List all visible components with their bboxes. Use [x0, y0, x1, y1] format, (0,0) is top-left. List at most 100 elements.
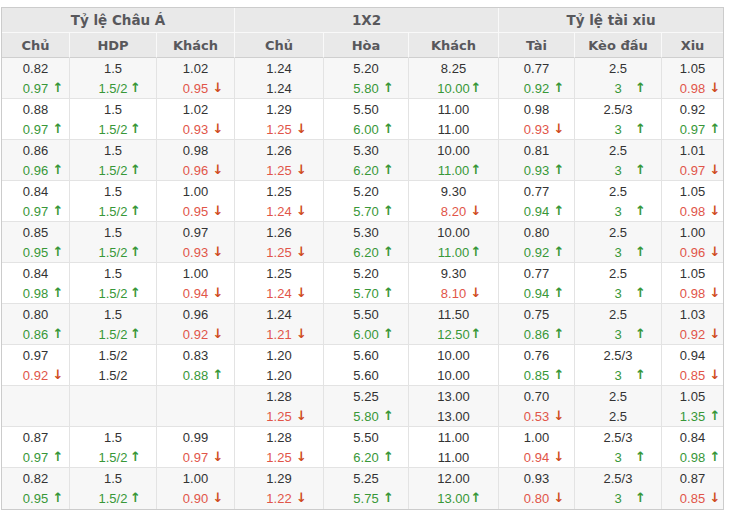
trend-up-icon: ↑	[53, 163, 64, 176]
trend-up-icon: ↑	[383, 245, 394, 258]
trend-up-icon: ↑	[554, 368, 565, 381]
opening-odds-value: 2.5	[575, 225, 661, 240]
odds-cell: 1.000.94↓	[157, 263, 235, 303]
column-header-home-1x2: Chủ	[235, 33, 324, 58]
opening-odds-value: 1.05	[662, 184, 723, 199]
live-odds-value: 5.70	[324, 204, 408, 219]
odds-cell: 1.201.20	[235, 345, 324, 385]
odds-cell: 1.51.5/2↑	[70, 468, 157, 509]
odds-cell: 0.840.97↑	[2, 181, 70, 221]
opening-odds-value: 5.25	[324, 389, 408, 404]
odds-cell: 0.750.86↑	[499, 304, 575, 344]
column-header-draw-1x2: Hòa	[324, 33, 409, 58]
opening-odds-value: 5.50	[324, 102, 408, 117]
trend-down-icon: ↓	[213, 122, 224, 135]
odds-cell: 0.930.80↓	[499, 468, 575, 509]
odds-cell: 0.840.98↑	[662, 427, 723, 467]
trend-up-icon: ↑	[53, 327, 64, 340]
odds-cell: 2.53↑	[575, 222, 662, 262]
odds-cell: 0.980.96↓	[157, 140, 235, 180]
live-odds-value: 1.5/2	[70, 81, 156, 96]
odds-cell: 1.51.5/2↑	[70, 222, 157, 262]
opening-odds-value: 0.94	[662, 348, 723, 363]
trend-down-icon: ↓	[296, 204, 307, 217]
odds-cell: 9.308.10↓	[409, 263, 499, 303]
trend-down-icon: ↓	[213, 450, 224, 463]
live-odds-value: 6.00	[324, 327, 408, 342]
opening-odds-value: 2.5/3	[575, 102, 661, 117]
column-header-goal-line: Kèo đầu	[575, 33, 662, 58]
odds-cell: 5.205.70↑	[324, 181, 409, 221]
odds-cell: 5.506.00↑	[324, 304, 409, 344]
trend-up-icon: ↑	[554, 163, 565, 176]
odds-cell: 0.770.94↑	[499, 181, 575, 221]
trend-up-icon: ↑	[130, 245, 141, 258]
opening-odds-value: 1.00	[662, 225, 723, 240]
opening-odds-value: 1.02	[157, 61, 234, 76]
odds-cell: 1.051.35↑	[662, 386, 723, 426]
opening-odds-value: 10.00	[409, 225, 498, 240]
odds-cell: 0.940.85↓	[662, 345, 723, 385]
opening-odds-value: 10.00	[409, 348, 498, 363]
live-odds-value: 8.20	[409, 204, 498, 219]
trend-up-icon: ↑	[635, 245, 646, 258]
odds-cell: 1.51.5/2↑	[70, 304, 157, 344]
trend-down-icon: ↓	[710, 368, 721, 381]
odds-row: 0.970.92↓1.5/21.5/20.830.88↑1.201.205.60…	[2, 345, 723, 386]
opening-odds-value: 0.77	[499, 61, 574, 76]
live-odds-value: 5.75	[324, 491, 408, 506]
odds-cell: 0.970.93↓	[157, 222, 235, 262]
odds-cell: 1.000.90↓	[157, 468, 235, 509]
odds-cell: 0.870.85↓	[662, 468, 723, 509]
trend-up-icon: ↑	[383, 450, 394, 463]
opening-odds-value: 0.75	[499, 307, 574, 322]
odds-cell: 10.0011.00↑	[409, 140, 499, 180]
opening-odds-value: 2.5	[575, 143, 661, 158]
odds-row: 0.860.96↑1.51.5/2↑0.980.96↓1.261.25↓5.30…	[2, 140, 723, 181]
odds-cell: 1.51.5/2↑	[70, 427, 157, 467]
odds-cell: 0.980.93↓	[499, 99, 575, 139]
opening-odds-value: 2.5	[575, 266, 661, 281]
odds-cell: 0.810.93↑	[499, 140, 575, 180]
odds-cell: 1.050.98↓	[662, 263, 723, 303]
odds-rows: 0.820.97↑1.51.5/2↑1.020.95↓1.241.245.205…	[2, 58, 723, 509]
opening-odds-value: 0.88	[2, 102, 69, 117]
trend-up-icon: ↑	[130, 327, 141, 340]
opening-odds-value: 1.05	[662, 266, 723, 281]
live-odds-value: 1.5/2	[70, 122, 156, 137]
odds-cell: 1.000.96↓	[662, 222, 723, 262]
live-odds-value: 13.00	[409, 491, 498, 506]
opening-odds-value: 1.01	[662, 143, 723, 158]
opening-odds-value: 0.87	[2, 430, 69, 445]
trend-up-icon: ↑	[53, 491, 64, 504]
trend-up-icon: ↑	[635, 327, 646, 340]
opening-odds-value: 0.70	[499, 389, 574, 404]
odds-cell: 2.5/33↑	[575, 468, 662, 509]
odds-cell	[2, 386, 70, 426]
trend-down-icon: ↓	[213, 81, 224, 94]
trend-up-icon: ↑	[130, 450, 141, 463]
opening-odds-value: 0.82	[2, 471, 69, 486]
live-odds-value: 11.00	[409, 163, 498, 178]
odds-cell: 1.51.5/2↑	[70, 58, 157, 98]
odds-cell: 0.990.97↓	[157, 427, 235, 467]
live-odds-value: 13.00	[409, 409, 498, 424]
odds-cell: 5.506.00↑	[324, 99, 409, 139]
opening-odds-value: 1.05	[662, 61, 723, 76]
live-odds-value: 3	[575, 204, 661, 219]
trend-down-icon: ↓	[213, 286, 224, 299]
live-odds-value: 3	[575, 81, 661, 96]
odds-cell: 1.51.5/2↑	[70, 99, 157, 139]
odds-cell: 1.281.25↓	[235, 427, 324, 467]
opening-odds-value: 1.24	[235, 61, 323, 76]
odds-cell: 0.800.86↑	[2, 304, 70, 344]
trend-down-icon: ↓	[296, 409, 307, 422]
opening-odds-value: 0.84	[2, 184, 69, 199]
odds-cell: 5.605.60	[324, 345, 409, 385]
odds-cell: 0.960.92↓	[157, 304, 235, 344]
odds-cell: 1.51.5/2↑	[70, 140, 157, 180]
live-odds-value: 6.20	[324, 450, 408, 465]
trend-down-icon: ↓	[710, 204, 721, 217]
trend-up-icon: ↑	[383, 163, 394, 176]
odds-cell: 1.030.92↓	[662, 304, 723, 344]
